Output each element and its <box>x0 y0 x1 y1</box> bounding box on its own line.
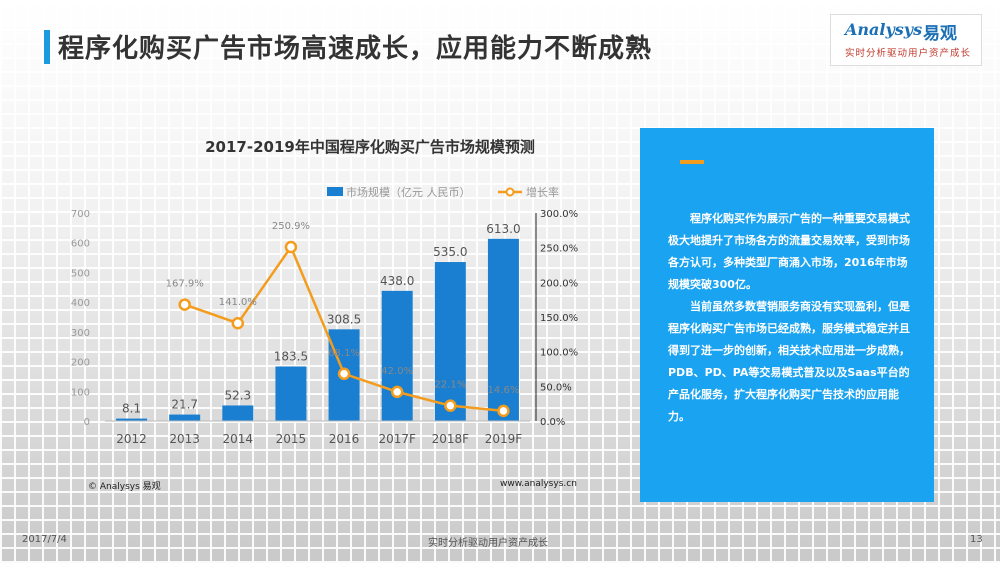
growth-point-2013 <box>178 298 191 311</box>
summary-panel: 程序化购买作为展示广告的一种重要交易模式极大地提升了市场各方的流量交易效率，受到… <box>640 128 934 502</box>
legend-swatch-market-size <box>327 187 343 196</box>
left-axis-tick-label: 100 <box>71 387 90 398</box>
growth-point-2015 <box>284 240 298 254</box>
bar-2015 <box>275 366 307 421</box>
x-axis-tick-label: 2019F <box>485 432 523 446</box>
x-axis-tick-label: 2016 <box>329 432 360 446</box>
summary-text: 程序化购买作为展示广告的一种重要交易模式极大地提升了市场各方的流量交易效率，受到… <box>668 208 914 428</box>
title-accent-bar <box>44 30 50 64</box>
legend-label-market-size: 市场规模（亿元 人民币） <box>346 185 471 199</box>
x-axis-tick-label: 2015 <box>276 432 307 446</box>
logo-slogan: 实时分析驱动用户资产成长 <box>845 48 972 59</box>
right-axis-tick-label: 200.0% <box>540 278 578 289</box>
growth-value-label: 42.0% <box>381 366 413 377</box>
bar-2019F <box>487 238 519 421</box>
footer-slogan: 实时分析驱动用户资产成长 <box>428 538 548 549</box>
x-axis-tick-label: 2014 <box>223 432 254 446</box>
market-size-chart: 0 100 200 300 400 500 600 700 0.0% 50.0% 100.0% 150… <box>71 185 578 446</box>
bar-value-label: 613.0 <box>486 222 520 236</box>
right-axis-tick-label: 150.0% <box>540 313 578 324</box>
right-axis-tick-label: 100.0% <box>540 348 578 359</box>
legend-label-growth: 增长率 <box>526 185 559 199</box>
growth-value-label: 141.0% <box>219 297 257 308</box>
growth-point-2019F <box>497 404 510 418</box>
growth-value-label: 68.1% <box>328 348 360 359</box>
left-axis-tick-label: 600 <box>71 239 90 250</box>
bar-2017F <box>381 290 413 421</box>
page-title: 程序化购买广告市场高速成长，应用能力不断成熟 <box>58 34 653 64</box>
left-axis-tick-label: 0 <box>84 417 90 428</box>
panel-accent-bar <box>680 160 704 164</box>
bar-2018F <box>434 262 466 421</box>
bar-value-label: 438.0 <box>380 274 414 288</box>
right-axis-tick-label: 300.0% <box>540 209 578 220</box>
x-axis-tick-label: 2017F <box>378 432 416 446</box>
bar-value-label: 535.0 <box>433 245 467 259</box>
growth-point-2016 <box>337 367 351 381</box>
growth-value-label: 250.9% <box>272 221 310 232</box>
chart-website: www.analysys.cn <box>500 479 577 489</box>
legend-swatch-growth-marker <box>505 187 515 197</box>
right-axis-tick-label: 0.0% <box>540 417 565 428</box>
summary-paragraph-2: 当前虽然多数营销服务商没有实现盈利，但是程序化购买广告市场已经成熟，服务模式稳定… <box>668 300 910 423</box>
bar-2012 <box>116 418 148 421</box>
logo-brand-cn: 易观 <box>923 24 957 44</box>
analysys-logo: Analysys 易观 实时分析驱动用户资产成长 <box>830 14 982 66</box>
bar-2013 <box>169 414 201 421</box>
x-axis-tick-label: 2013 <box>169 432 200 446</box>
left-axis-tick-label: 300 <box>71 328 90 339</box>
chart-copyright: © Analysys 易观 <box>88 482 161 492</box>
right-axis-tick-label: 250.0% <box>540 244 578 255</box>
bar-value-label: 183.5 <box>274 349 308 363</box>
bar-value-label: 52.3 <box>224 388 251 402</box>
x-axis-tick-label: 2018F <box>432 432 470 446</box>
bar-value-label: 8.1 <box>122 402 141 416</box>
left-axis-tick-label: 500 <box>71 268 90 279</box>
page-number: 13 <box>970 534 983 545</box>
growth-value-label: 22.1% <box>434 380 466 391</box>
bar-value-label: 21.7 <box>171 398 198 412</box>
left-axis-tick-label: 700 <box>71 209 90 220</box>
bar-2014 <box>222 405 254 421</box>
x-axis-tick-label: 2012 <box>116 432 147 446</box>
growth-value-label: 167.9% <box>166 279 204 290</box>
growth-point-2014 <box>231 316 245 330</box>
growth-point-2018F <box>444 399 457 412</box>
footer-date: 2017/7/4 <box>22 534 67 545</box>
right-axis-tick-label: 50.0% <box>540 382 572 393</box>
summary-paragraph-1: 程序化购买作为展示广告的一种重要交易模式极大地提升了市场各方的流量交易效率，受到… <box>668 212 910 291</box>
logo-brand: Analysys <box>845 20 923 39</box>
bar-value-label: 308.5 <box>327 312 361 326</box>
left-axis-tick-label: 400 <box>71 298 90 309</box>
growth-point-2017F <box>390 385 404 399</box>
growth-value-label: 14.6% <box>488 385 520 396</box>
chart-title: 2017-2019年中国程序化购买广告市场规模预测 <box>205 138 535 156</box>
left-axis-tick-label: 200 <box>71 358 90 369</box>
